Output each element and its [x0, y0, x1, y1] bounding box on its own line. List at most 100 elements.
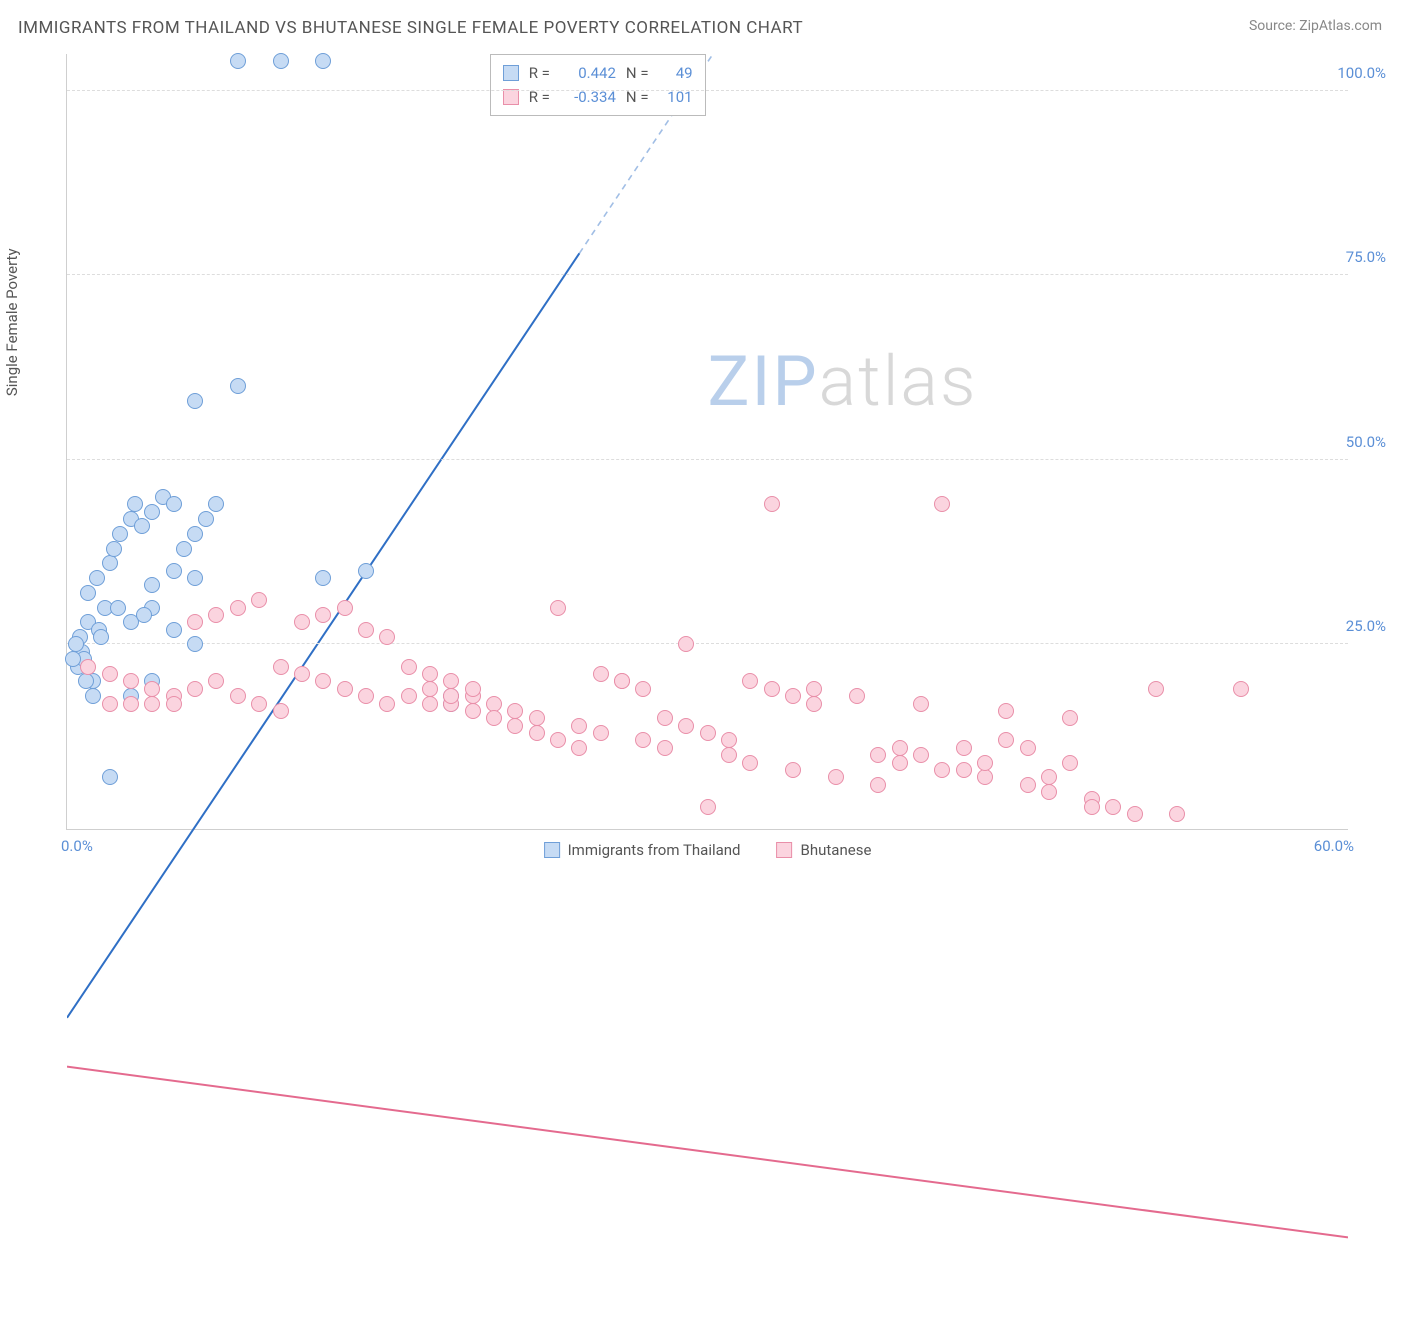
- corr-r-label: R =: [529, 61, 550, 85]
- scatter-marker-bhutanese: [1041, 769, 1057, 785]
- scatter-marker-bhutanese: [806, 696, 822, 712]
- scatter-marker-thailand: [187, 570, 203, 586]
- scatter-marker-bhutanese: [208, 607, 224, 623]
- scatter-marker-bhutanese: [401, 659, 417, 675]
- scatter-marker-thailand: [315, 53, 331, 69]
- scatter-marker-thailand: [136, 607, 152, 623]
- scatter-marker-bhutanese: [187, 614, 203, 630]
- scatter-marker-bhutanese: [742, 755, 758, 771]
- scatter-marker-thailand: [166, 563, 182, 579]
- gridline: [67, 459, 1348, 460]
- scatter-marker-bhutanese: [379, 696, 395, 712]
- scatter-marker-bhutanese: [102, 666, 118, 682]
- legend-label-thailand: Immigrants from Thailand: [568, 841, 741, 859]
- scatter-marker-bhutanese: [1233, 681, 1249, 697]
- scatter-marker-thailand: [273, 53, 289, 69]
- scatter-marker-bhutanese: [337, 600, 353, 616]
- scatter-marker-thailand: [102, 555, 118, 571]
- scatter-marker-bhutanese: [571, 718, 587, 734]
- corr-swatch-bhutanese: [503, 89, 519, 105]
- chart-container: Single Female Poverty ZIPatlas R =0.442N…: [18, 48, 1388, 874]
- gridline: [67, 274, 1348, 275]
- scatter-marker-bhutanese: [956, 762, 972, 778]
- scatter-marker-bhutanese: [507, 703, 523, 719]
- scatter-marker-bhutanese: [529, 710, 545, 726]
- scatter-marker-bhutanese: [1020, 740, 1036, 756]
- scatter-marker-bhutanese: [443, 673, 459, 689]
- scatter-marker-bhutanese: [550, 600, 566, 616]
- scatter-marker-bhutanese: [700, 725, 716, 741]
- scatter-marker-bhutanese: [486, 696, 502, 712]
- scatter-marker-bhutanese: [764, 496, 780, 512]
- scatter-marker-bhutanese: [828, 769, 844, 785]
- scatter-marker-bhutanese: [208, 673, 224, 689]
- watermark-zip: ZIP: [708, 341, 819, 423]
- scatter-marker-bhutanese: [956, 740, 972, 756]
- scatter-marker-bhutanese: [102, 696, 118, 712]
- scatter-marker-thailand: [187, 393, 203, 409]
- scatter-marker-bhutanese: [1127, 806, 1143, 822]
- corr-n-label: N =: [626, 61, 649, 85]
- scatter-marker-bhutanese: [251, 696, 267, 712]
- scatter-marker-thailand: [198, 511, 214, 527]
- scatter-marker-bhutanese: [80, 659, 96, 675]
- plot-area: ZIPatlas R =0.442N =49R =-0.334N =101 Im…: [66, 54, 1348, 830]
- scatter-marker-bhutanese: [892, 755, 908, 771]
- scatter-marker-bhutanese: [977, 769, 993, 785]
- scatter-marker-thailand: [166, 622, 182, 638]
- scatter-marker-thailand: [166, 496, 182, 512]
- scatter-marker-bhutanese: [614, 673, 630, 689]
- corr-n-value-thailand: 49: [659, 61, 693, 85]
- legend-swatch-thailand: [544, 842, 560, 858]
- scatter-marker-bhutanese: [123, 673, 139, 689]
- scatter-marker-bhutanese: [273, 659, 289, 675]
- watermark-atlas: atlas: [819, 341, 978, 423]
- corr-row-bhutanese: R =-0.334N =101: [503, 85, 693, 109]
- scatter-marker-thailand: [134, 518, 150, 534]
- scatter-marker-bhutanese: [294, 666, 310, 682]
- scatter-marker-bhutanese: [913, 696, 929, 712]
- scatter-marker-bhutanese: [294, 614, 310, 630]
- y-tick-label: 75.0%: [1346, 248, 1386, 266]
- corr-r-value-bhutanese: -0.334: [560, 85, 616, 109]
- corr-n-value-bhutanese: 101: [659, 85, 693, 109]
- scatter-marker-bhutanese: [401, 688, 417, 704]
- scatter-marker-thailand: [187, 526, 203, 542]
- scatter-marker-thailand: [208, 496, 224, 512]
- scatter-marker-bhutanese: [700, 799, 716, 815]
- corr-r-value-thailand: 0.442: [560, 61, 616, 85]
- scatter-marker-bhutanese: [1062, 755, 1078, 771]
- scatter-marker-bhutanese: [1062, 710, 1078, 726]
- scatter-marker-thailand: [102, 769, 118, 785]
- scatter-marker-thailand: [358, 563, 374, 579]
- scatter-marker-bhutanese: [657, 740, 673, 756]
- scatter-marker-bhutanese: [870, 747, 886, 763]
- chart-title: IMMIGRANTS FROM THAILAND VS BHUTANESE SI…: [18, 18, 803, 38]
- legend-label-bhutanese: Bhutanese: [801, 841, 872, 859]
- scatter-marker-bhutanese: [913, 747, 929, 763]
- scatter-marker-bhutanese: [934, 496, 950, 512]
- scatter-marker-thailand: [230, 53, 246, 69]
- scatter-marker-bhutanese: [465, 703, 481, 719]
- scatter-marker-bhutanese: [1169, 806, 1185, 822]
- corr-row-thailand: R = 0.442 N = 49: [503, 61, 693, 85]
- scatter-marker-thailand: [78, 673, 94, 689]
- scatter-marker-thailand: [176, 541, 192, 557]
- scatter-marker-bhutanese: [379, 629, 395, 645]
- scatter-marker-bhutanese: [422, 696, 438, 712]
- scatter-marker-bhutanese: [571, 740, 587, 756]
- scatter-marker-bhutanese: [273, 703, 289, 719]
- legend-item-bhutanese: Bhutanese: [777, 841, 872, 859]
- x-tick-label: 0.0%: [61, 837, 93, 855]
- legend-item-thailand: Immigrants from Thailand: [544, 841, 741, 859]
- scatter-marker-thailand: [93, 629, 109, 645]
- y-tick-label: 25.0%: [1346, 617, 1386, 635]
- scatter-marker-thailand: [144, 577, 160, 593]
- scatter-marker-bhutanese: [1084, 799, 1100, 815]
- watermark: ZIPatlas: [708, 341, 978, 423]
- scatter-marker-bhutanese: [998, 732, 1014, 748]
- y-axis-label: Single Female Poverty: [3, 248, 21, 396]
- scatter-marker-bhutanese: [593, 725, 609, 741]
- scatter-marker-bhutanese: [785, 762, 801, 778]
- x-tick-label: 60.0%: [1314, 837, 1354, 855]
